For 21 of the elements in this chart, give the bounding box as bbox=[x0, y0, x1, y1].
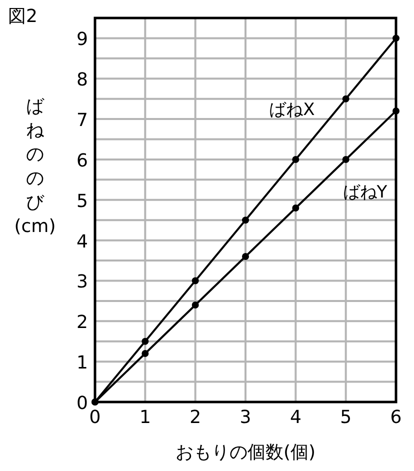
series-label: ばねY bbox=[342, 182, 388, 203]
x-tick-label: 5 bbox=[340, 407, 352, 428]
x-tick-label: 6 bbox=[390, 407, 402, 428]
y-tick-label: 4 bbox=[76, 231, 88, 252]
x-tick-label: 3 bbox=[240, 407, 252, 428]
y-tick-label: 9 bbox=[76, 29, 88, 50]
y-tick-label: 7 bbox=[76, 110, 88, 132]
y-tick-label: 3 bbox=[76, 272, 88, 293]
x-tick-label: 4 bbox=[290, 407, 302, 428]
series-label: ばねX bbox=[269, 100, 316, 120]
x-axis-title: おもりの個数(個) bbox=[175, 442, 316, 463]
y-tick-label: 8 bbox=[76, 70, 88, 91]
y-tick-label: 6 bbox=[76, 150, 88, 172]
x-tick-label: 2 bbox=[190, 407, 202, 428]
x-tick-label: 1 bbox=[139, 407, 151, 428]
y-tick-label: 5 bbox=[76, 190, 88, 212]
y-tick-label: 1 bbox=[76, 352, 88, 374]
y-tick-label: 2 bbox=[76, 312, 88, 334]
ylabel: ばねののび(cm) bbox=[14, 96, 56, 237]
chart-title: 図2 bbox=[8, 6, 38, 27]
y-tick-label: 0 bbox=[76, 393, 88, 414]
